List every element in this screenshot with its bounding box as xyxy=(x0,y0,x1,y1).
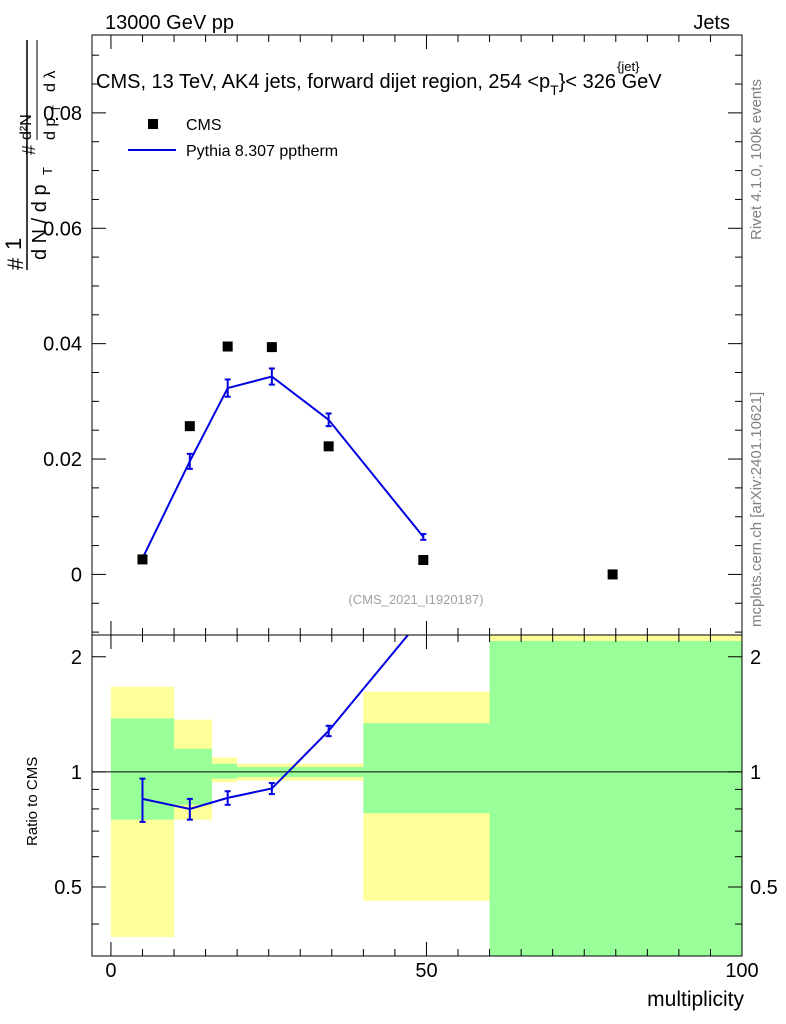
svg-text:d²N: d²N xyxy=(18,114,35,140)
cms-data-point xyxy=(222,341,233,352)
pythia-line xyxy=(141,375,425,559)
svg-text:T: T xyxy=(51,105,63,112)
cms-data-point xyxy=(323,441,334,452)
svg-text:d N / d p: d N / d p xyxy=(29,184,51,260)
svg-text:d p: d p xyxy=(42,118,59,140)
x-tick-label: 100 xyxy=(725,960,758,982)
ratio-y-tick-label: 1 xyxy=(71,762,82,784)
main-panel: 0 0.02 0.04 0.06 0.08 CMS, 13 TeV, AK4 jets,… xyxy=(1,34,743,636)
cms-data-point xyxy=(184,421,195,432)
analysis-watermark: (CMS_2021_I1920187) xyxy=(348,592,483,607)
main-y-tick-label: 0.08 xyxy=(43,103,82,125)
header-right-label: Jets xyxy=(693,12,730,34)
svg-text:1: 1 xyxy=(1,238,26,250)
svg-text:#: # xyxy=(3,257,28,270)
svg-text:#: # xyxy=(19,145,39,155)
x-axis-label: multiplicity xyxy=(647,988,744,1011)
mcplots-source-label: mcplots.cern.ch [arXiv:2401.10621] xyxy=(748,392,765,627)
plot-title: CMS, 13 TeV, AK4 jets, forward dijet reg… xyxy=(96,71,662,98)
plot-title-superscript: {jet} xyxy=(617,59,640,74)
x-tick-label: 50 xyxy=(415,960,437,982)
ratio-band-green xyxy=(174,748,212,805)
ratio-y-tick-label-right: 2 xyxy=(750,647,761,669)
ratio-band-green xyxy=(211,763,238,779)
plot-title-tail: }< 326 GeV xyxy=(559,71,663,93)
cms-data-point xyxy=(418,555,429,565)
ratio-y-tick-label-right: 0.5 xyxy=(750,877,778,899)
main-y-tick-label: 0 xyxy=(71,564,82,586)
plot-title-main: CMS, 13 TeV, AK4 jets, forward dijet reg… xyxy=(96,71,550,93)
ratio-pythia-line xyxy=(142,635,410,810)
legend-cms-label: CMS xyxy=(186,117,222,134)
cms-data-point xyxy=(137,554,148,565)
main-y-tick-label: 0.02 xyxy=(43,449,82,471)
ratio-y-axis-label: Ratio to CMS xyxy=(24,757,41,846)
main-y-axis-label: # 1 d N / d p T # d²N d p T d λ xyxy=(1,40,63,270)
ratio-band-green xyxy=(363,723,490,814)
svg-text:T: T xyxy=(40,167,55,175)
ratio-y-tick-label: 0.5 xyxy=(54,877,82,899)
ratio-panel: 0.5 0.5 1 1 2 2 0 50 100 Ratio to CMS multiplici… xyxy=(24,634,778,1011)
ratio-y-tick-label-right: 1 xyxy=(750,762,761,784)
ratio-y-tick-label: 2 xyxy=(71,647,82,669)
main-y-tick-label: 0.04 xyxy=(43,334,82,356)
cms-data-point xyxy=(607,569,618,580)
main-y-tick-label: 0.06 xyxy=(43,218,82,240)
legend: CMS Pythia 8.307 pptherm xyxy=(128,117,338,160)
svg-text:d λ: d λ xyxy=(42,71,59,92)
header-left-label: 13000 GeV pp xyxy=(105,12,234,34)
legend-cms-marker xyxy=(148,119,158,129)
cms-data-point xyxy=(266,342,277,353)
ratio-plot-frame xyxy=(91,634,743,957)
rivet-version-label: Rivet 4.1.0, 100k events xyxy=(748,79,765,240)
ratio-band-green xyxy=(489,640,742,956)
legend-pythia-label: Pythia 8.307 pptherm xyxy=(186,143,338,160)
plot-title-subscript: T xyxy=(550,82,559,98)
x-tick-label: 0 xyxy=(105,960,116,982)
